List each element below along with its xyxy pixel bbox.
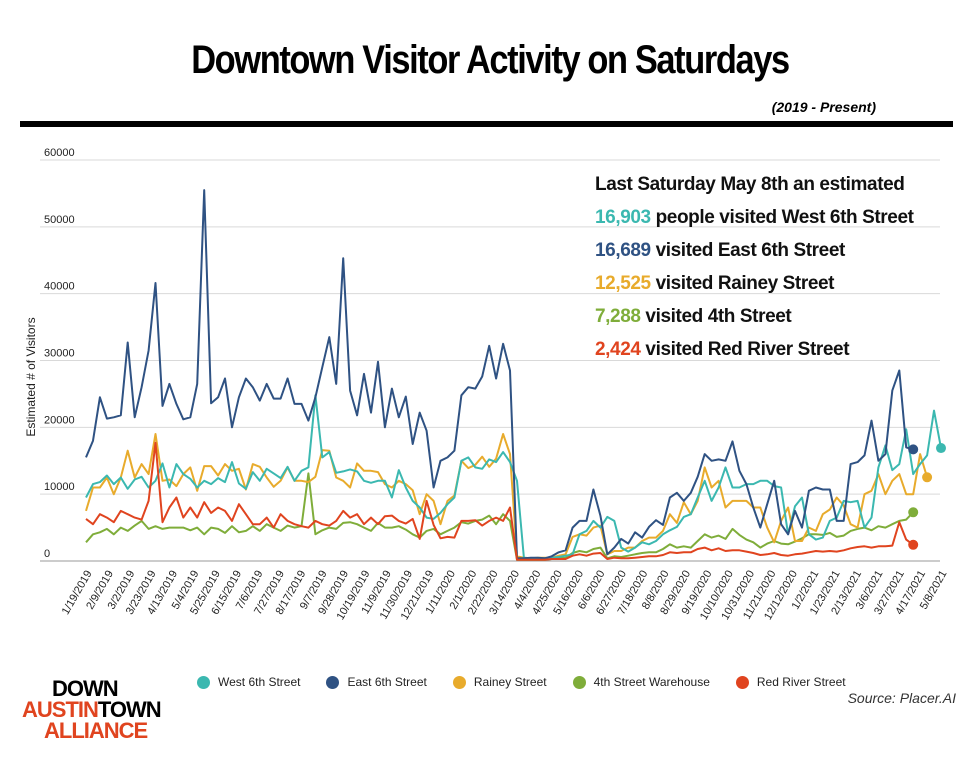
annotation-num-redriver: 2,424	[595, 339, 641, 360]
annotation-num-east6th: 16,689	[595, 240, 651, 261]
title-divider	[20, 121, 953, 127]
legend-swatch	[452, 675, 466, 689]
legend-item-rainey-street: Rainey Street	[452, 675, 547, 689]
chart-legend: West 6th Street East 6th Street Rainey Str…	[197, 675, 872, 689]
annotation-line-east6th: 16,689 visited East 6th Street	[595, 240, 845, 262]
y-tick-label-40000: 40000	[44, 281, 75, 293]
annotation-num-rainey: 12,525	[595, 273, 651, 294]
series-endpoint-east-6th-street	[908, 444, 919, 455]
legend-item-east-6th-street: East 6th Street	[326, 675, 427, 689]
annotation-text-4th: visited 4th Street	[640, 306, 792, 327]
legend-label: West 6th Street	[218, 675, 301, 689]
series-line-rainey-street	[85, 433, 929, 560]
chart-subtitle: (2019 - Present)	[771, 99, 876, 115]
legend-label: Red River Street	[756, 675, 846, 689]
series-line-red-river-street	[85, 441, 914, 561]
series-endpoint-red-river-street	[908, 539, 919, 550]
y-axis-label: Estimated # of Visitors	[24, 317, 38, 436]
annotation-text-west6th: people visited West 6th Street	[650, 207, 914, 228]
y-tick-label-60000: 60000	[44, 147, 75, 159]
dta-logo: DOWN AUSTINTOWN ALLIANCE	[22, 676, 162, 743]
legend-swatch	[197, 675, 210, 689]
annotation-line-redriver: 2,424 visited Red River Street	[595, 339, 850, 361]
logo-line-1: DOWN	[52, 676, 119, 701]
annotation-line-west6th: 16,903 people visited West 6th Street	[595, 207, 914, 229]
logo-line-3: ALLIANCE	[44, 718, 148, 743]
annotation-line-4th: 7,288 visited 4th Street	[595, 306, 792, 328]
legend-label: East 6th Street	[347, 675, 427, 689]
annotation-text-rainey: visited Rainey Street	[650, 273, 835, 294]
y-tick-label-20000: 20000	[44, 414, 75, 426]
annotation-num-4th: 7,288	[595, 306, 641, 327]
logo-town: TOWN	[97, 697, 162, 722]
series-endpoint-rainey-street	[922, 472, 933, 483]
series-line-east-6th-street	[85, 189, 914, 560]
legend-swatch	[735, 675, 749, 689]
series-endpoint-4th-street-warehouse	[908, 507, 919, 518]
annotation-num-west6th: 16,903	[595, 207, 651, 228]
chart-title: Downtown Visitor Activity on Saturdays	[191, 38, 790, 82]
legend-swatch	[572, 675, 586, 689]
legend-label: Rainey Street	[473, 675, 547, 689]
legend-swatch	[326, 675, 340, 689]
y-tick-label-0: 0	[44, 548, 50, 560]
annotation-line-rainey: 12,525 visited Rainey Street	[595, 273, 835, 295]
legend-label: 4th Street Warehouse	[593, 675, 710, 689]
legend-item-red-river-street: Red River Street	[735, 675, 846, 689]
logo-austin: AUSTIN	[22, 697, 99, 722]
series-endpoint-west-6th-street	[936, 443, 946, 454]
annotation-text-east6th: visited East 6th Street	[650, 240, 846, 261]
annotation-text-redriver: visited Red River Street	[640, 339, 850, 360]
source-note: Source: Placer.AI	[847, 690, 956, 706]
annotation-intro: Last Saturday May 8th an estimated	[595, 174, 905, 195]
legend-item-west-6th-street: West 6th Street	[197, 675, 300, 689]
legend-item-4th-street-warehouse: 4th Street Warehouse	[572, 675, 710, 689]
y-tick-label-50000: 50000	[44, 214, 75, 226]
y-tick-label-10000: 10000	[44, 481, 75, 493]
y-tick-label-30000: 30000	[44, 348, 75, 360]
